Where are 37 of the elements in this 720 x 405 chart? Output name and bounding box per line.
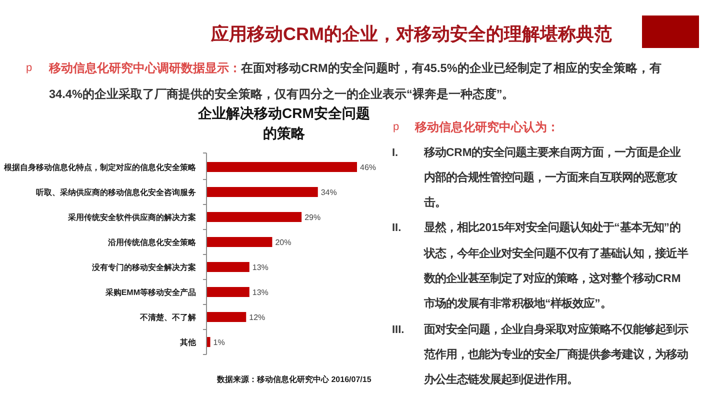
y-tick-label: 采用传统安全软件供应商的解决方案 [67,212,196,222]
y-tick-label: 沿用传统信息化安全策略 [107,237,197,247]
bar [207,337,210,347]
y-tick-label: 没有专门的移动安全解决方案 [91,262,196,272]
data-label: 46% [360,163,376,172]
text: 移动信息化研究中心调研数据显示： [49,61,241,75]
text: 显然，相比2015年对安全问题认知处于“基本无知”的状态，今年企业对安全问题不仅有了基础认知，接近半数的企业甚至制定了对应的策略，这对整个移动CRM市场的发展有非常积极地“样板效应”。 [424,220,688,312]
bar [207,237,272,247]
text: 面对安全问题，企业自身采取对应策略不仅能够起到示范作用，也能为专业的安全厂商提供参考建议，为移动办公生态链发展起到促进作用。 [424,322,688,388]
text: 应用移动CRM的企业，对移动安全的理解堪称典范 [211,23,612,46]
data-label: 13% [252,263,268,272]
bar [207,262,250,272]
source-note: 数据来源：移动信息化研究中心 2016/07/15 [217,374,372,386]
text: p [26,61,32,76]
y-tick-label: 根据自身移动信息化特点，制定对应的信息化安全策略 [3,162,197,172]
text: p [393,120,400,135]
bar [207,187,318,197]
text: II. [392,221,402,236]
y-tick-label: 采购EMM等移动安全产品 [104,287,196,297]
text: III. [392,322,404,338]
data-label: 20% [275,238,292,247]
bar [207,312,246,322]
text: 移动CRM的安全问题主要来自两方面，一方面是企业内部的合规性管控问题，一方面来自互联网的恶意攻击。 [424,145,682,212]
y-tick-label: 不清楚、不了解 [139,313,196,322]
data-label: 13% [252,288,268,297]
data-label: 29% [304,213,321,222]
data-label: 34% [320,188,337,197]
data-label: 1% [213,338,225,347]
chart-subtitle: 企业解决移动CRM安全问题的策略 [196,104,371,143]
y-tick-label: 其他 [179,338,197,347]
bar [207,212,302,222]
y-tick-label: 听取、采纳供应商的移动信息化安全咨询服务 [36,187,196,197]
bar [207,162,357,172]
text: I. [392,146,398,160]
data-label: 12% [249,313,266,322]
text: 移动信息化研究中心认为： [415,119,559,135]
bar [207,287,250,297]
